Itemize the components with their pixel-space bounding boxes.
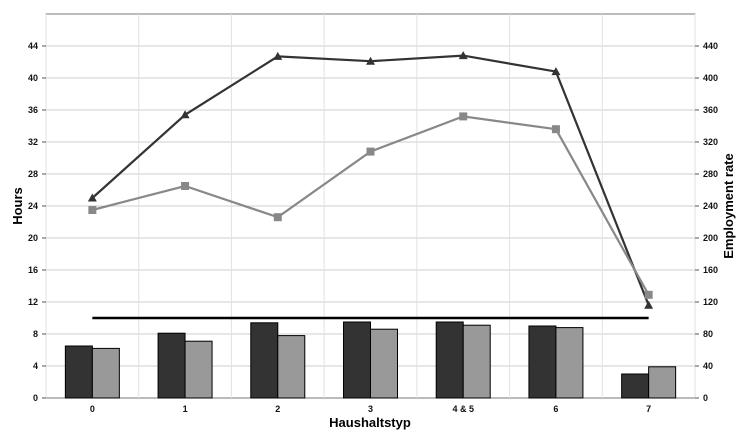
left-tick-label-2: 8 (33, 329, 38, 339)
left-axis-title: Hours (10, 187, 25, 225)
line-series2-marker-0 (88, 206, 97, 214)
bar-series1-1 (157, 332, 186, 399)
bar-series2-6 (648, 366, 677, 399)
bar-series1-0 (64, 345, 93, 399)
right-tick-label-9: 360 (703, 105, 718, 115)
x-axis-title: Haushaltstyp (329, 415, 411, 430)
x-tick-label-3: 3 (368, 404, 373, 414)
bar-series2-1 (184, 340, 213, 399)
bar-series2-4 (462, 324, 491, 399)
line-series2-marker-3 (366, 147, 375, 156)
x-tick-label-4: 4 & 5 (452, 404, 474, 414)
right-tick-label-6: 240 (703, 201, 718, 211)
right-axis-ticks: 0 40 80 120 160 200 240 280 320 360 400 440 (695, 41, 718, 403)
right-axis-title: Employment rate (721, 153, 736, 258)
line-series2-marker-2 (273, 213, 282, 222)
left-tick-label-5: 20 (28, 233, 38, 243)
right-tick-label-10: 400 (703, 73, 718, 83)
bars-layer (64, 321, 677, 399)
bar-series1-2 (250, 322, 279, 399)
line-series1-marker-4 (458, 51, 468, 60)
right-tick-label-11: 440 (703, 41, 718, 51)
line-series2-marker-6 (644, 290, 653, 299)
line-series1-marker-5 (551, 67, 561, 76)
bar-series2-0 (91, 347, 120, 399)
right-tick-label-0: 0 (703, 393, 708, 403)
line-series1-marker-3 (366, 56, 375, 65)
lines-layer (87, 51, 654, 309)
line-series1-marker-0 (87, 193, 97, 202)
right-tick-label-4: 160 (703, 265, 718, 275)
line-series2-marker-1 (181, 182, 190, 190)
right-tick-label-7: 280 (703, 169, 718, 179)
right-tick-label-2: 80 (703, 329, 713, 339)
bar-series1-3 (343, 321, 371, 399)
right-tick-label-1: 40 (703, 361, 713, 371)
left-tick-label-10: 40 (28, 73, 38, 83)
line-series2-marker-5 (551, 125, 560, 134)
line-series1-marker-1 (180, 110, 190, 119)
left-tick-label-1: 4 (33, 361, 38, 371)
bar-series1-5 (528, 325, 557, 399)
x-tick-label-0: 0 (90, 404, 95, 414)
line-series2-marker-4 (459, 112, 468, 121)
x-tick-label-5: 6 (553, 404, 558, 414)
left-tick-label-7: 28 (28, 169, 38, 179)
right-tick-label-8: 320 (703, 137, 718, 147)
bar-series2-5 (555, 327, 584, 399)
left-tick-label-8: 32 (28, 137, 38, 147)
left-tick-label-11: 44 (28, 41, 38, 51)
left-tick-label-0: 0 (33, 393, 38, 403)
x-tick-label-1: 1 (183, 404, 188, 414)
left-tick-label-6: 24 (28, 201, 38, 211)
line-series1-marker-6 (644, 300, 654, 309)
x-tick-label-2: 2 (275, 404, 280, 414)
bar-series1-4 (435, 321, 464, 399)
x-tick-label-6: 7 (646, 404, 651, 414)
bar-series1-6 (621, 373, 650, 399)
left-axis-ticks: 0 4 8 12 16 20 24 28 32 36 40 44 (28, 41, 46, 403)
bar-series2-2 (277, 335, 306, 399)
left-tick-label-9: 36 (28, 105, 38, 115)
line-series1-marker-2 (273, 51, 283, 60)
right-tick-label-3: 120 (703, 297, 718, 307)
right-tick-label-5: 200 (703, 233, 718, 243)
left-tick-label-4: 16 (28, 265, 38, 275)
bar-series2-3 (370, 328, 398, 399)
left-tick-label-3: 12 (28, 297, 38, 307)
x-axis-ticks: 0 1 2 3 4 & 5 6 7 (90, 404, 651, 414)
